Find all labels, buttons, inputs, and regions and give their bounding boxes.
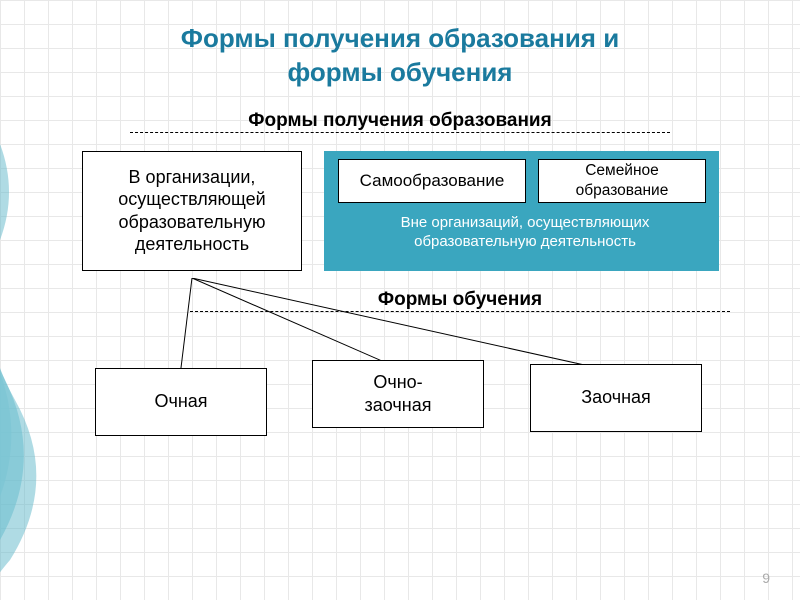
box-self-education: Самообразование: [338, 159, 526, 203]
box-zaochnaya: Заочная: [530, 364, 702, 432]
page-number: 9: [762, 570, 770, 586]
family-line1: Семейное: [585, 161, 659, 180]
box-ochnaya: Очная: [95, 368, 267, 436]
teal-caption: Вне организаций, осуществляющих образова…: [340, 213, 710, 252]
title-line2: формы обучения: [0, 56, 800, 90]
family-line2: образование: [576, 181, 669, 200]
top-row: В организации, осуществляющей образовате…: [0, 151, 800, 281]
section1-header: Формы получения образования: [130, 110, 670, 133]
box-in-organization: В организации, осуществляющей образовате…: [82, 151, 302, 271]
box-family-education: Семейное образование: [538, 159, 706, 203]
title-line1: Формы получения образования и: [0, 22, 800, 56]
wave-decoration: [0, 40, 80, 600]
teal-line1: Вне организаций, осуществляющих: [340, 213, 710, 233]
section2-header: Формы обучения: [190, 289, 730, 312]
bottom-row: Очная Очно- заочная Заочная: [0, 360, 800, 450]
teal-line2: образовательную деятельность: [340, 232, 710, 252]
ochno-line1: Очно-: [373, 371, 422, 394]
ochno-line2: заочная: [365, 394, 432, 417]
main-title: Формы получения образования и формы обуч…: [0, 0, 800, 90]
box-ochno-zaochnaya: Очно- заочная: [312, 360, 484, 428]
